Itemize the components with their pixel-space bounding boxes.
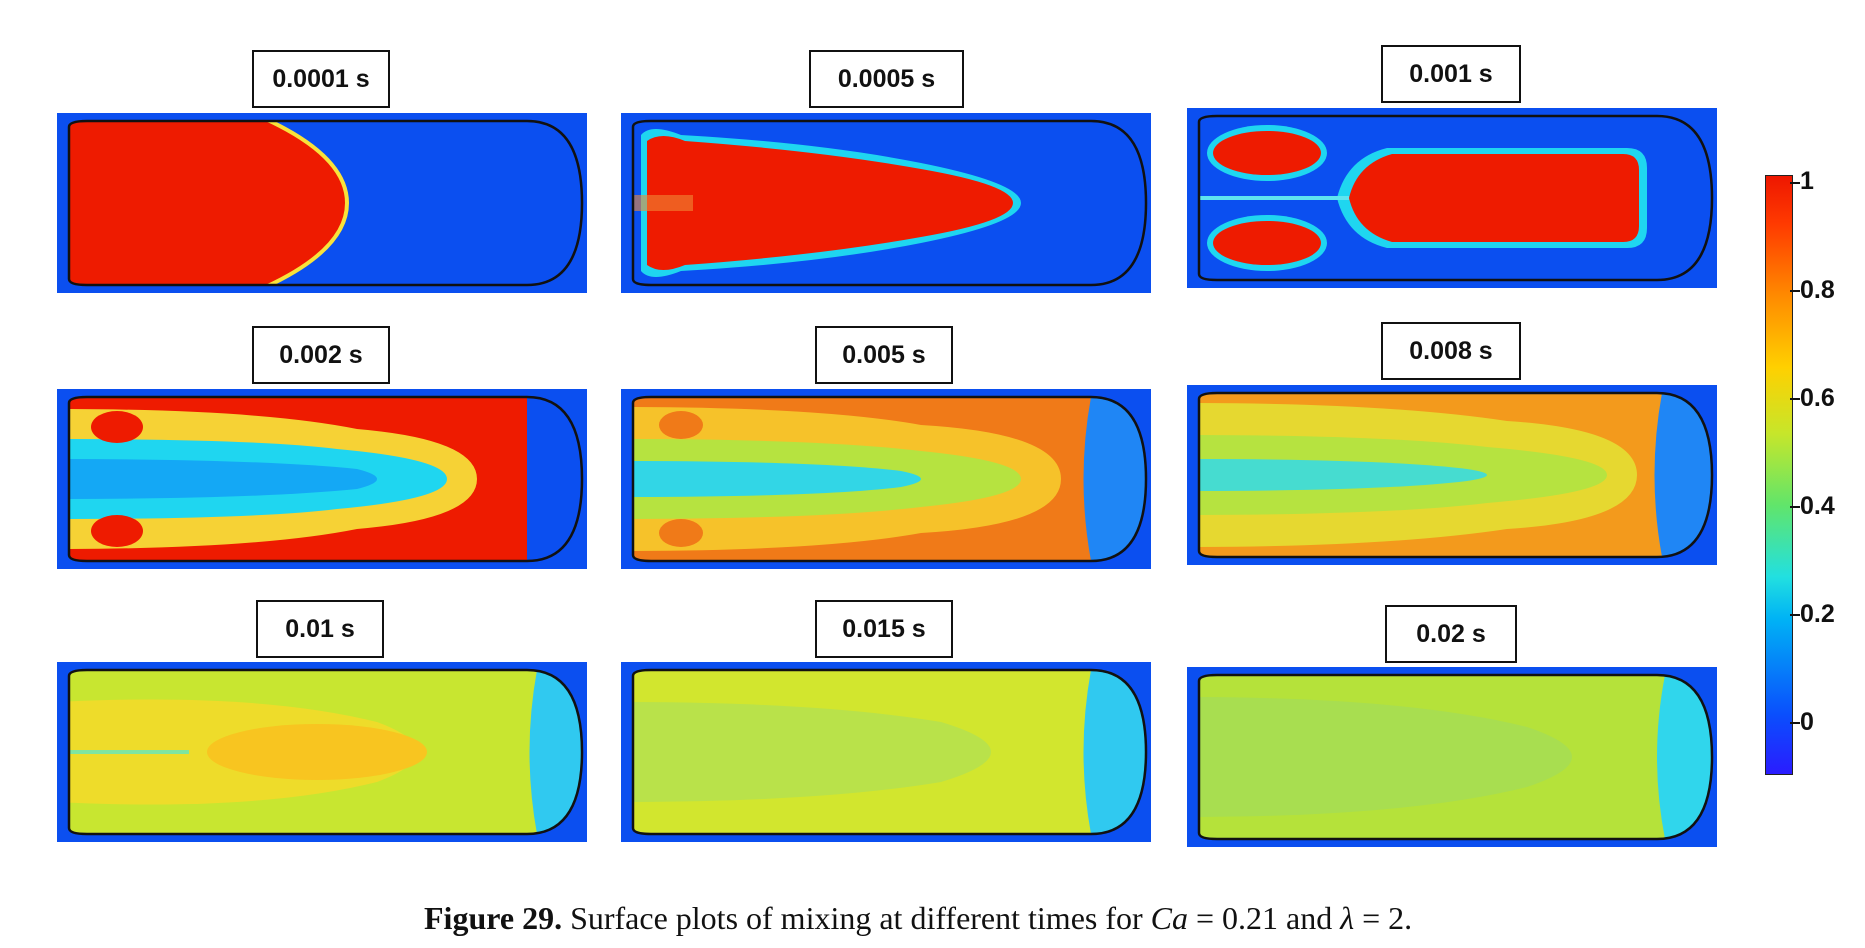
figure-caption: Figure 29. Surface plots of mixing at di…	[424, 900, 1412, 937]
colorbar-tick-label: 0	[1800, 708, 1814, 736]
colorbar	[1765, 175, 1793, 775]
colorbar-tick	[1790, 722, 1800, 724]
plot-1-svg	[67, 119, 584, 287]
caption-ca-value: = 0.21 and	[1188, 900, 1341, 936]
colorbar-tick-label: 0.2	[1800, 600, 1835, 628]
time-label-4: 0.002 s	[252, 326, 390, 384]
colorbar-tick-label: 0.8	[1800, 276, 1835, 304]
plot-7-svg	[67, 668, 584, 836]
colorbar-tick	[1790, 182, 1800, 184]
colorbar-tick	[1790, 290, 1800, 292]
surface-plot-6	[1187, 385, 1717, 565]
colorbar-tick	[1790, 506, 1800, 508]
plot-8-svg	[631, 668, 1148, 836]
surface-plot-8	[621, 662, 1151, 842]
surface-plot-5	[621, 389, 1151, 569]
surface-plot-1	[57, 113, 587, 293]
time-label-8: 0.015 s	[815, 600, 953, 658]
surface-plot-2	[621, 113, 1151, 293]
time-label-6: 0.008 s	[1381, 322, 1521, 380]
plot-6-svg	[1197, 391, 1714, 559]
surface-plot-4	[57, 389, 587, 569]
time-label-1: 0.0001 s	[252, 50, 390, 108]
time-label-3: 0.001 s	[1381, 45, 1521, 103]
caption-lambda-symbol: λ	[1340, 900, 1355, 936]
time-label-9: 0.02 s	[1385, 605, 1517, 663]
plot-2-svg	[631, 119, 1148, 287]
surface-plot-3	[1187, 108, 1717, 288]
colorbar-tick-label: 1	[1800, 167, 1814, 195]
plot-3-svg	[1197, 114, 1714, 282]
caption-ca-symbol: Ca	[1150, 900, 1188, 936]
plot-4-svg	[67, 395, 584, 563]
colorbar-tick-label: 0.6	[1800, 384, 1835, 412]
time-label-2: 0.0005 s	[809, 50, 964, 108]
caption-label: Figure 29.	[424, 900, 563, 936]
colorbar-tick	[1790, 398, 1800, 400]
surface-plot-9	[1187, 667, 1717, 847]
colorbar-tick	[1790, 614, 1800, 616]
colorbar-tick-label: 0.4	[1800, 492, 1835, 520]
surface-plot-7	[57, 662, 587, 842]
plot-5-svg	[631, 395, 1148, 563]
plot-9-svg	[1197, 673, 1714, 841]
time-label-5: 0.005 s	[815, 326, 953, 384]
caption-text: Surface plots of mixing at different tim…	[562, 900, 1151, 936]
time-label-7: 0.01 s	[256, 600, 384, 658]
caption-lambda-value: = 2.	[1354, 900, 1413, 936]
